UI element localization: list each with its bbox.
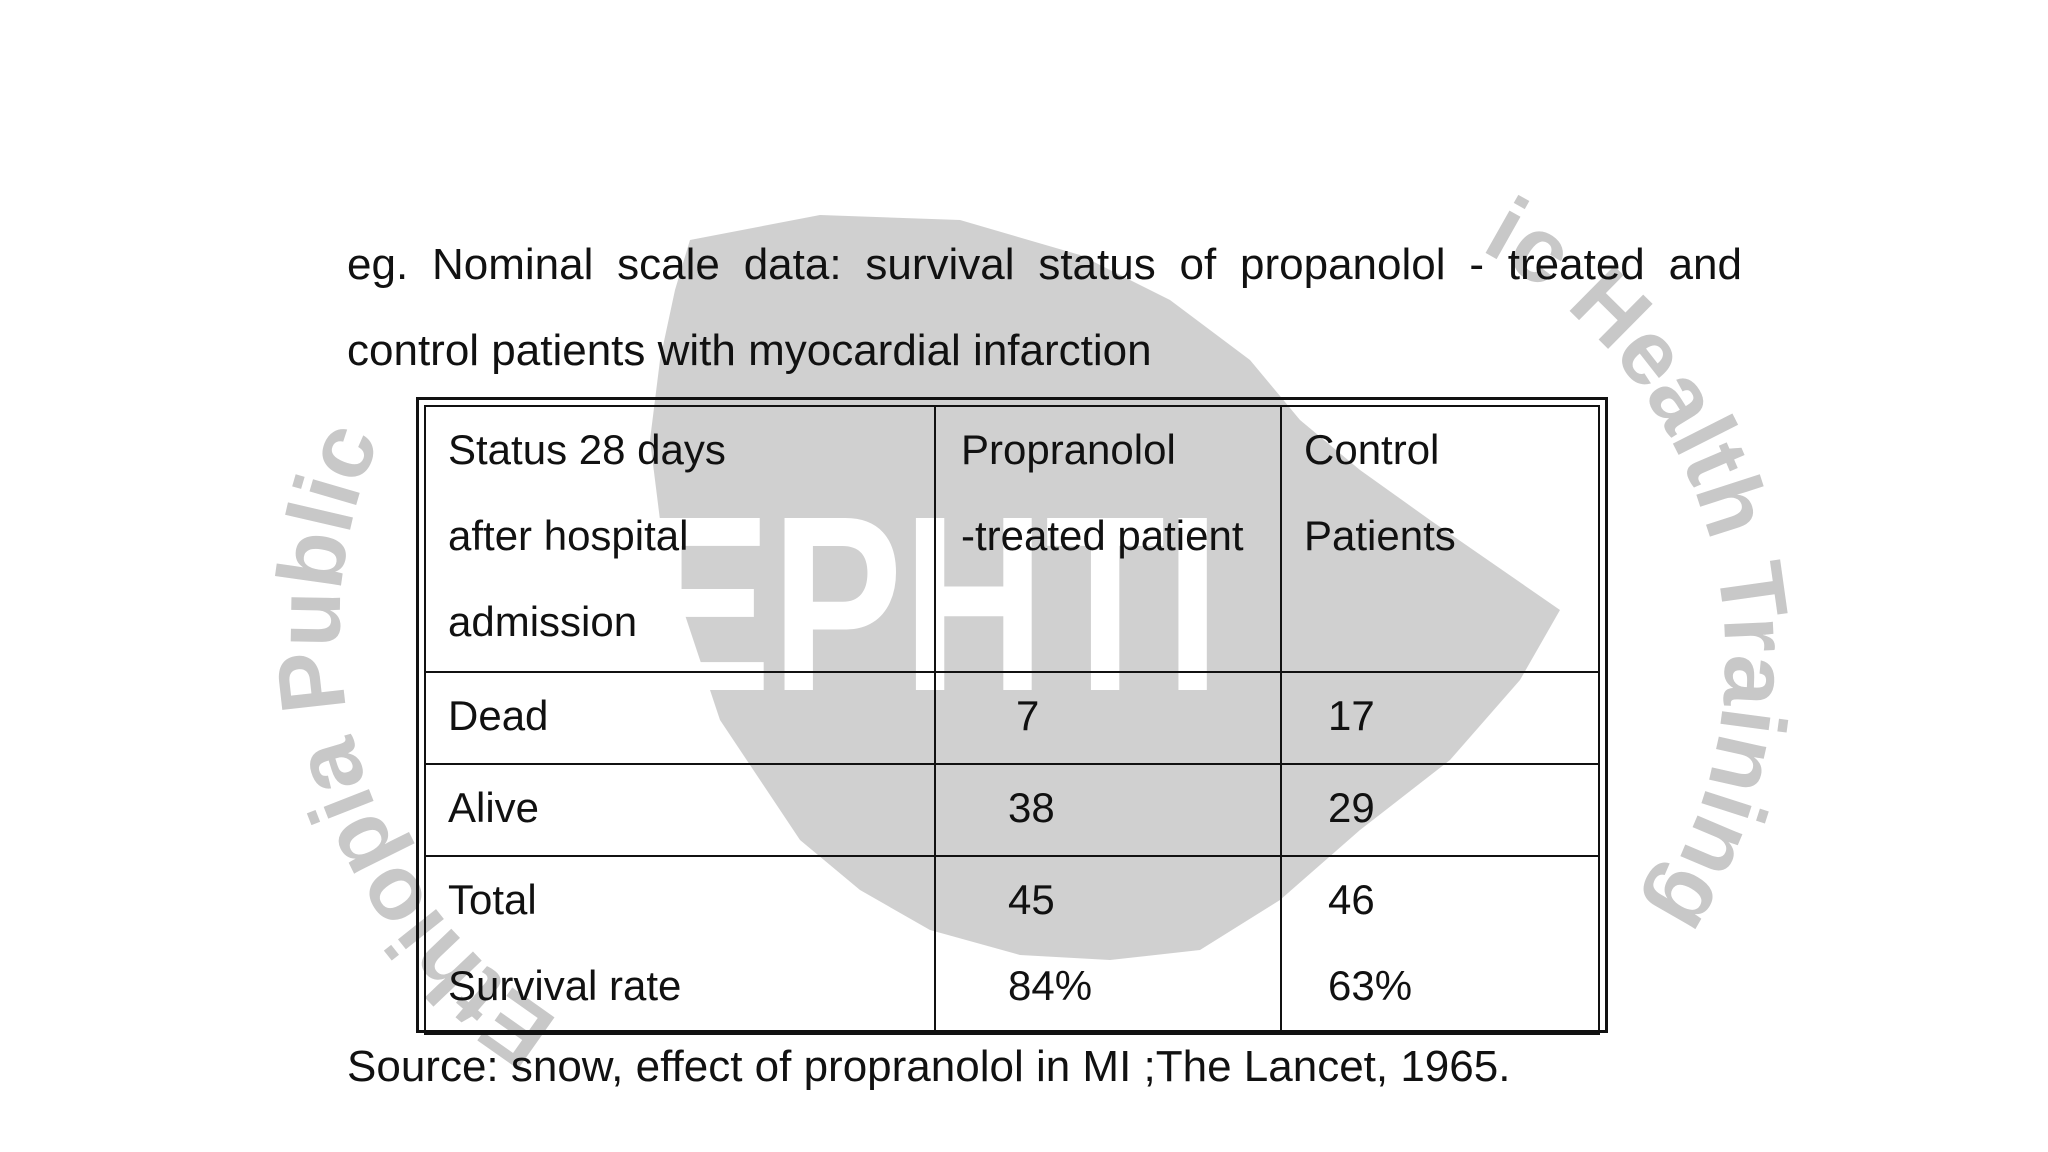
survival-control-value: 63% (1328, 962, 1413, 1009)
total-survival-label-cell: Total Survival rate (424, 855, 936, 1035)
table-header-row: Status 28 days after hospital admission … (424, 405, 1600, 673)
intro-paragraph: eg. Nominal scale data: survival status … (347, 240, 1742, 375)
alive-control-value: 29 (1280, 763, 1600, 857)
table-row: Dead 7 17 (424, 671, 1600, 765)
total-control-value: 46 (1328, 876, 1375, 923)
header-propranolol-line-2: -treated patient (961, 512, 1244, 559)
dead-control-value: 17 (1280, 671, 1600, 765)
header-status-line-3: admission (448, 598, 638, 645)
survival-table-frame: Status 28 days after hospital admission … (416, 397, 1608, 1035)
total-survival-control-cell: 46 63% (1280, 855, 1600, 1035)
survival-propranolol-value: 84% (1008, 962, 1093, 1009)
header-status-cell: Status 28 days after hospital admission (424, 405, 936, 673)
row-label-alive: Alive (424, 763, 936, 857)
row-label-total: Total (448, 876, 537, 923)
table-row: Alive 38 29 (424, 763, 1600, 857)
alive-propranolol-value: 38 (934, 763, 1282, 857)
total-propranolol-value: 45 (1008, 876, 1055, 923)
header-control-line-2: Patients (1304, 512, 1456, 559)
header-status-line-1: Status 28 days (448, 426, 726, 473)
source-citation: Source: snow, effect of propranolol in M… (347, 1042, 1511, 1091)
survival-table: Status 28 days after hospital admission … (424, 405, 1600, 1035)
header-control-cell: Control Patients (1280, 405, 1600, 673)
row-label-survival-rate: Survival rate (448, 962, 682, 1009)
header-control-line-1: Control (1304, 426, 1440, 473)
dead-propranolol-value: 7 (934, 671, 1282, 765)
row-label-dead: Dead (424, 671, 936, 765)
total-survival-propranolol-cell: 45 84% (934, 855, 1282, 1035)
header-propranolol-line-1: Propranolol (961, 426, 1176, 473)
table-row: Total Survival rate 45 84% 46 63% (424, 855, 1600, 1035)
header-status-line-2: after hospital (448, 512, 689, 559)
header-propranolol-cell: Propranolol -treated patient (934, 405, 1282, 673)
